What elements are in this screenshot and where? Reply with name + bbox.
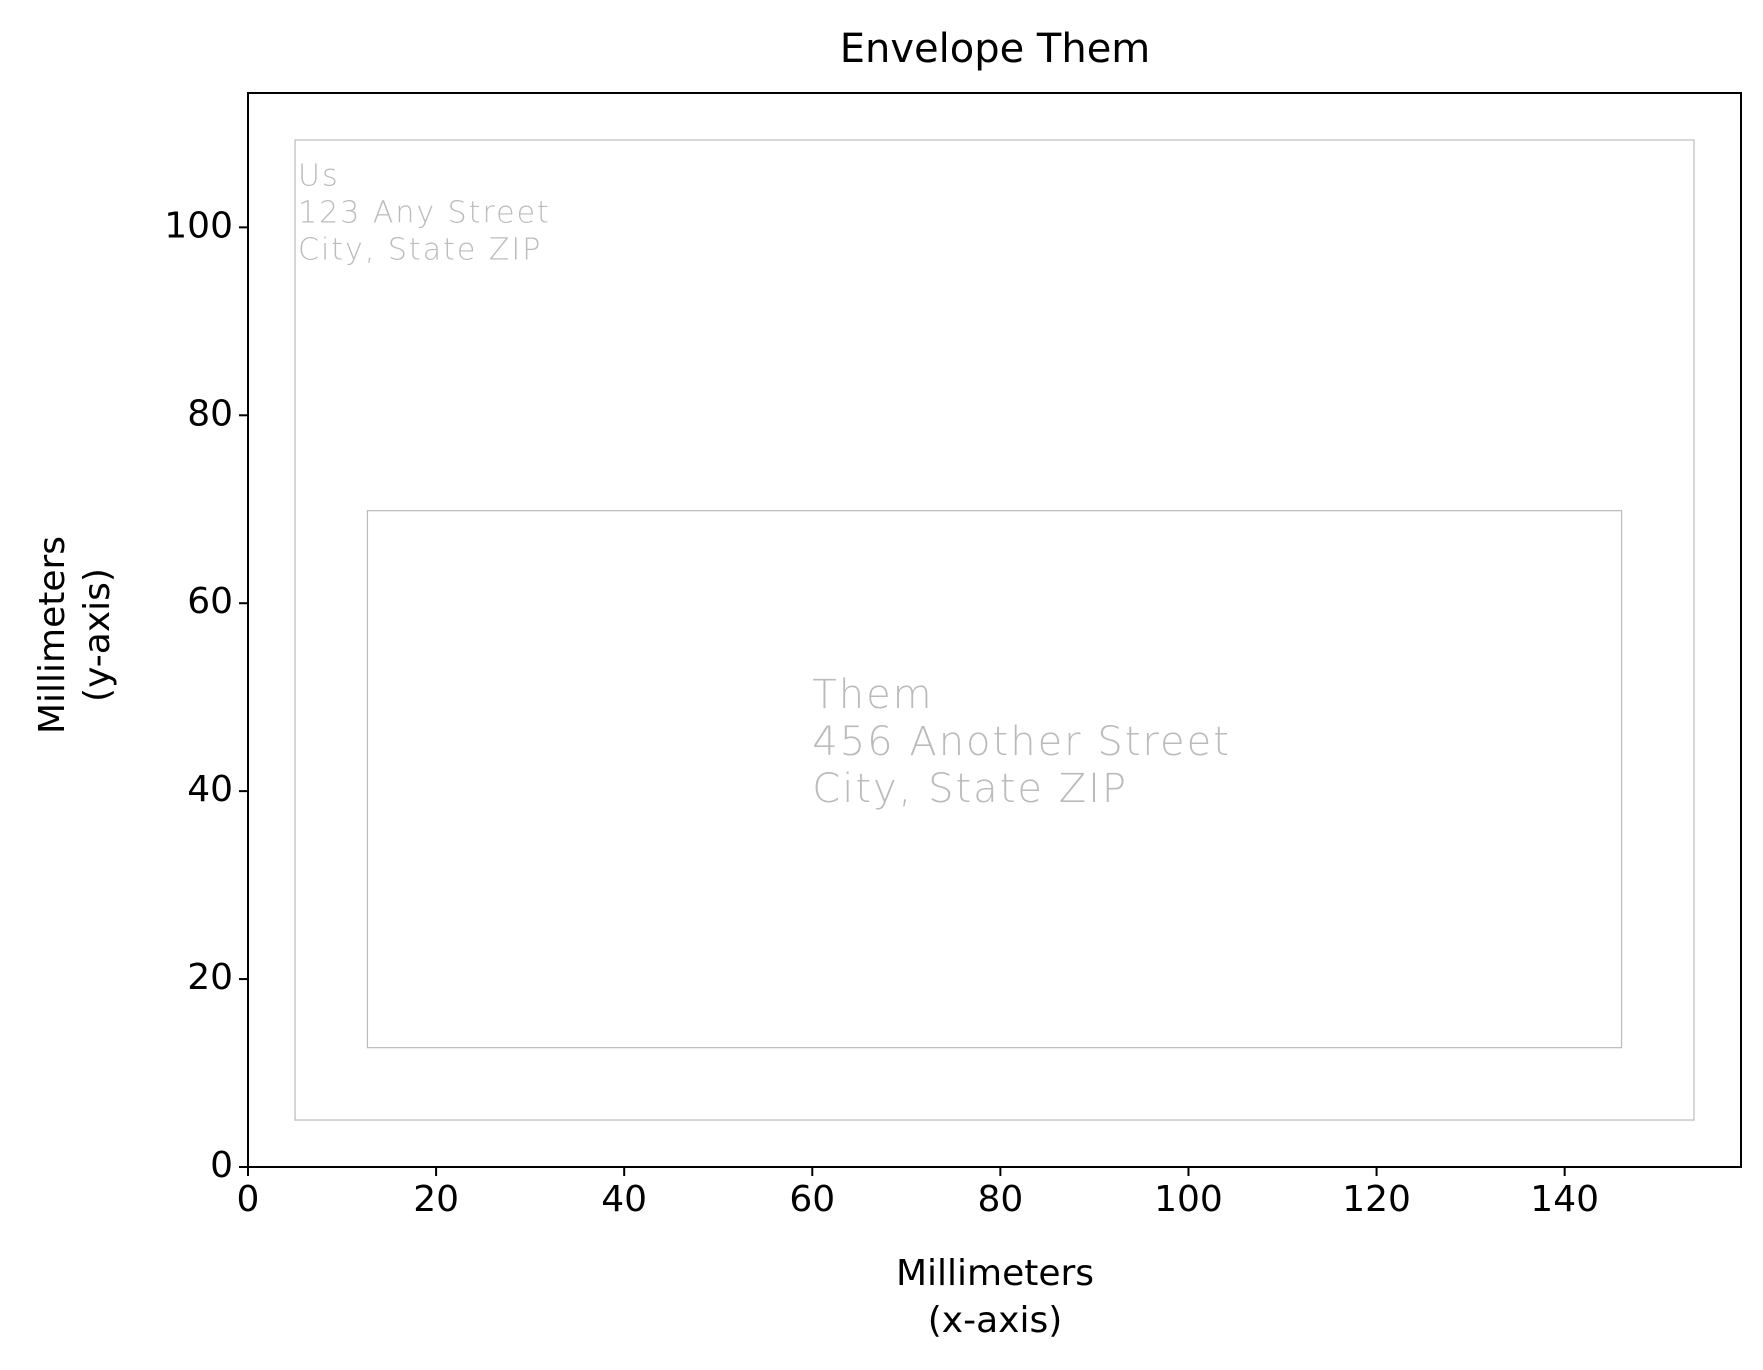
- y-tick-label: 80: [187, 393, 233, 434]
- y-tick-label: 40: [187, 769, 233, 810]
- return-address-line: 123 Any Street: [298, 195, 551, 230]
- recipient-address-line: City, State ZIP: [812, 766, 1128, 812]
- x-axis-label: (x-axis): [928, 1300, 1063, 1341]
- x-tick-label: 20: [413, 1179, 459, 1220]
- y-tick-label: 100: [164, 205, 233, 246]
- envelope-box: [366, 510, 1623, 1049]
- return-address-line: City, State ZIP: [298, 232, 542, 267]
- envelope-box: [294, 139, 1695, 1121]
- x-tick-label: 60: [789, 1179, 835, 1220]
- x-tick-label: 80: [977, 1179, 1023, 1220]
- x-tick-label: 120: [1342, 1179, 1411, 1220]
- y-tick-label: 20: [187, 957, 233, 998]
- x-tick-label: 100: [1154, 1179, 1223, 1220]
- y-axis-label: (y-axis): [77, 568, 118, 702]
- y-tick-label: 60: [187, 581, 233, 622]
- chart-title: Envelope Them: [840, 26, 1151, 72]
- y-axis-label: Millimeters: [32, 536, 73, 734]
- x-tick-label: 40: [601, 1179, 647, 1220]
- x-tick-label: 0: [237, 1179, 260, 1220]
- recipient-address-line: 456 Another Street: [812, 719, 1231, 765]
- return-address-line: Us: [298, 158, 340, 193]
- x-tick-label: 140: [1530, 1179, 1599, 1220]
- recipient-address-line: Them: [812, 672, 933, 718]
- x-axis-label: Millimeters: [896, 1253, 1094, 1294]
- plot-frame: [247, 92, 1742, 1168]
- y-tick-label: 0: [210, 1145, 233, 1186]
